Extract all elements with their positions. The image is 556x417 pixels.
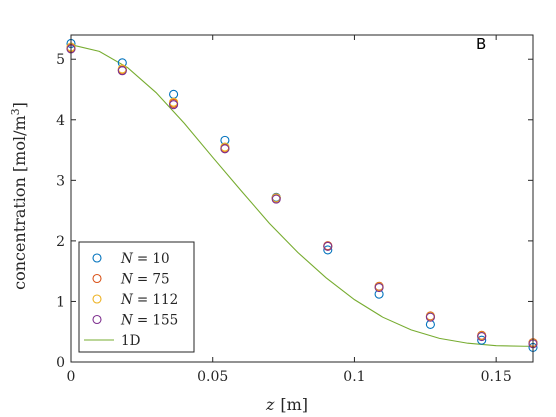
panel-label: B xyxy=(476,35,486,53)
axes-frame xyxy=(70,34,534,363)
x-axis-label-unit: [m] xyxy=(280,395,308,414)
y-tick-label: 0 xyxy=(56,355,65,371)
data-point xyxy=(271,194,281,204)
data-point xyxy=(323,245,333,255)
x-tick-label: 0.05 xyxy=(197,369,228,385)
series-4 xyxy=(66,44,538,349)
y-axis-label-close: ] xyxy=(10,102,29,108)
legend-label: 1D xyxy=(121,333,141,349)
data-point xyxy=(323,241,333,251)
legend-item-1: N = 10 xyxy=(92,251,170,267)
y-axis-label: concentration [mol/m3] xyxy=(9,102,29,290)
data-point xyxy=(425,312,435,322)
y-axis-label-superscript: 3 xyxy=(9,108,22,115)
y-tick-label: 3 xyxy=(56,173,65,189)
legend-marker xyxy=(92,273,102,284)
legend-marker xyxy=(92,294,102,304)
legend-box xyxy=(78,241,195,353)
legend-label-variable: N xyxy=(120,292,134,308)
x-axis-label-variable: z xyxy=(265,395,275,414)
legend-item-1d: 1D xyxy=(84,333,141,349)
legend-label: N = 112 xyxy=(120,292,178,308)
axes: 0 0.05 0.1 0.15 0 1 2 3 4 5 xyxy=(56,34,534,385)
data-point xyxy=(117,66,127,76)
legend-label-variable: N xyxy=(120,313,134,329)
x-axis-label: z [m] xyxy=(265,395,308,414)
legend-label-value: = 10 xyxy=(137,251,170,267)
legend-marker xyxy=(92,253,102,263)
legend-label-value: = 112 xyxy=(137,292,178,308)
series-line-1d xyxy=(70,44,533,347)
y-tick-label: 1 xyxy=(56,294,65,310)
x-tick-label: 0 xyxy=(67,369,76,385)
legend-label: N = 75 xyxy=(120,272,170,288)
legend-marker xyxy=(92,314,102,325)
legend-item-3: N = 112 xyxy=(92,292,178,308)
data-point xyxy=(169,97,179,107)
data-point xyxy=(220,144,230,154)
legend-label: N = 10 xyxy=(120,251,170,267)
y-tick-label: 5 xyxy=(56,52,65,68)
legend-label-value: = 75 xyxy=(137,272,170,288)
x-tick-label: 0.1 xyxy=(343,369,365,385)
legend-label-value: = 155 xyxy=(137,313,178,329)
y-tick-label: 2 xyxy=(56,234,65,250)
data-point xyxy=(477,335,487,345)
y-tick-label: 4 xyxy=(56,113,65,129)
legend-item-4: N = 155 xyxy=(92,313,178,329)
legend-label-variable: N xyxy=(120,272,134,288)
y-axis-label-text: concentration [mol/m xyxy=(10,115,29,290)
data-point xyxy=(477,332,487,342)
legend-item-2: N = 75 xyxy=(92,272,170,288)
x-tick-label: 0.15 xyxy=(481,369,512,385)
data-point xyxy=(169,100,179,110)
legend-label: N = 155 xyxy=(120,313,178,329)
data-point xyxy=(374,282,384,293)
legend-label-variable: N xyxy=(120,251,134,267)
